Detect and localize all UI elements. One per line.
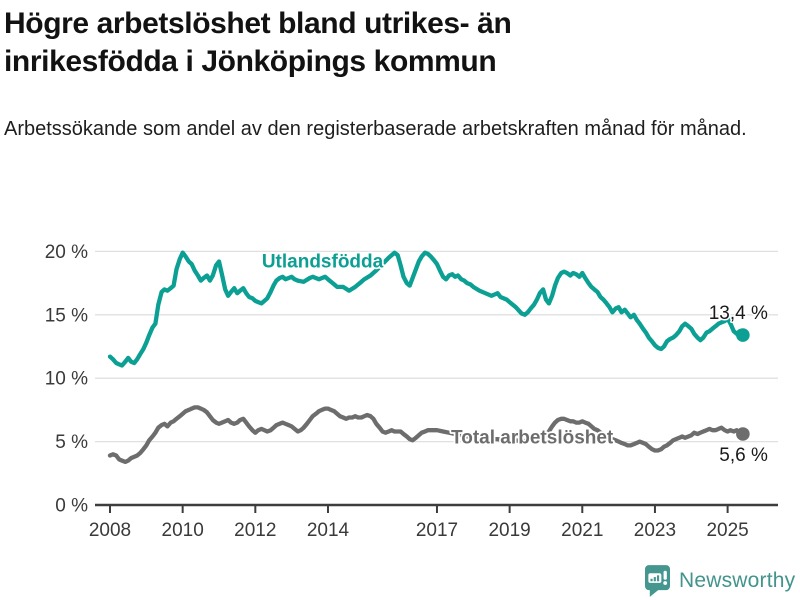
page-title: Högre arbetslöshet bland utrikes- än inr… (4, 7, 512, 79)
y-tick-label-0: 0 % (55, 496, 88, 517)
logo-exclamation-dot (663, 581, 668, 585)
series-end-dot-0 (736, 328, 750, 342)
series-line-0 (107, 250, 746, 368)
page-subtitle: Arbetssökande som andel av den registerb… (4, 118, 747, 140)
x-tick-label-2008: 2008 (89, 520, 131, 541)
series-end-dot-1 (736, 427, 750, 441)
end-value-label-0: 13,4 % (709, 303, 768, 324)
series-line-1 (107, 405, 746, 465)
logo-bar-2 (653, 577, 656, 582)
y-tick-label-10: 10 % (45, 369, 88, 390)
x-tick-label-2021: 2021 (561, 520, 603, 541)
y-tick-label-15: 15 % (45, 305, 88, 326)
x-tick-label-2012: 2012 (234, 520, 276, 541)
brand-name: Newsworthy (679, 569, 796, 592)
x-tick-label-2019: 2019 (488, 520, 530, 541)
logo-bubble-tail (649, 589, 660, 597)
x-tick-label-2023: 2023 (634, 520, 676, 541)
x-tick-label-2025: 2025 (706, 520, 748, 541)
series-label-1: Total arbetslöshet (451, 428, 614, 449)
x-tick-label-2014: 2014 (307, 520, 350, 541)
logo-bar-3 (657, 575, 660, 582)
x-tick-label-2010: 2010 (162, 520, 204, 541)
y-tick-label-20: 20 % (45, 242, 88, 263)
x-tick-label-2017: 2017 (416, 520, 458, 541)
logo-bar-1 (650, 578, 653, 582)
logo-exclamation-bar (663, 570, 667, 580)
end-value-label-1: 5,6 % (719, 445, 768, 466)
series-label-0: Utlandsfödda (262, 251, 384, 272)
y-tick-label-5: 5 % (55, 432, 88, 453)
brand-footer: Newsworthy (645, 565, 795, 597)
newsworthy-logo-icon (645, 565, 670, 597)
